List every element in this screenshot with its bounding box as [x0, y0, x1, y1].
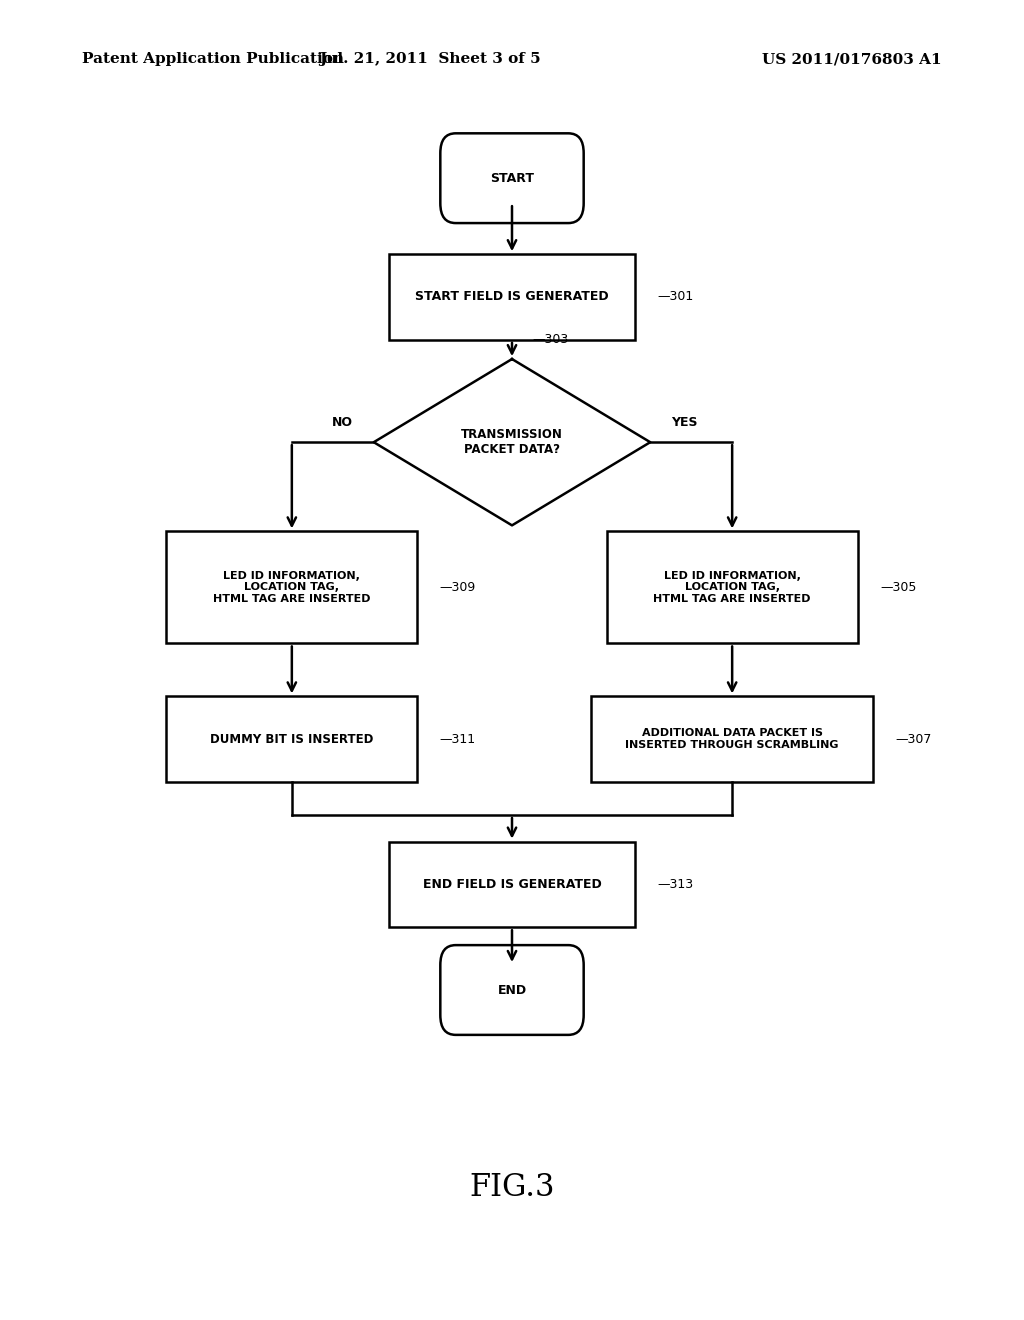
Bar: [166, 531, 418, 643]
Text: US 2011/0176803 A1: US 2011/0176803 A1: [763, 53, 942, 66]
Text: TRANSMISSION
PACKET DATA?: TRANSMISSION PACKET DATA?: [461, 428, 563, 457]
Text: —309: —309: [440, 581, 476, 594]
Text: YES: YES: [671, 416, 697, 429]
Text: ADDITIONAL DATA PACKET IS
INSERTED THROUGH SCRAMBLING: ADDITIONAL DATA PACKET IS INSERTED THROU…: [626, 729, 839, 750]
Text: LED ID INFORMATION,
LOCATION TAG,
HTML TAG ARE INSERTED: LED ID INFORMATION, LOCATION TAG, HTML T…: [213, 570, 371, 605]
Text: START FIELD IS GENERATED: START FIELD IS GENERATED: [415, 290, 609, 304]
Text: —303: —303: [532, 333, 568, 346]
Bar: [606, 531, 858, 643]
Bar: [389, 253, 635, 339]
Text: —305: —305: [880, 581, 916, 594]
Bar: [591, 697, 872, 781]
Text: —313: —313: [657, 878, 693, 891]
Text: DUMMY BIT IS INSERTED: DUMMY BIT IS INSERTED: [210, 733, 374, 746]
Text: Jul. 21, 2011  Sheet 3 of 5: Jul. 21, 2011 Sheet 3 of 5: [319, 53, 541, 66]
Bar: [389, 842, 635, 927]
FancyBboxPatch shape: [440, 945, 584, 1035]
Text: —301: —301: [657, 290, 693, 304]
Text: NO: NO: [332, 416, 353, 429]
Text: START: START: [490, 172, 534, 185]
Text: FIG.3: FIG.3: [469, 1172, 555, 1204]
Text: END: END: [498, 983, 526, 997]
Bar: [166, 697, 418, 781]
Text: END FIELD IS GENERATED: END FIELD IS GENERATED: [423, 878, 601, 891]
Text: —307: —307: [895, 733, 932, 746]
Text: —311: —311: [440, 733, 476, 746]
FancyBboxPatch shape: [440, 133, 584, 223]
Text: LED ID INFORMATION,
LOCATION TAG,
HTML TAG ARE INSERTED: LED ID INFORMATION, LOCATION TAG, HTML T…: [653, 570, 811, 605]
Text: Patent Application Publication: Patent Application Publication: [82, 53, 344, 66]
